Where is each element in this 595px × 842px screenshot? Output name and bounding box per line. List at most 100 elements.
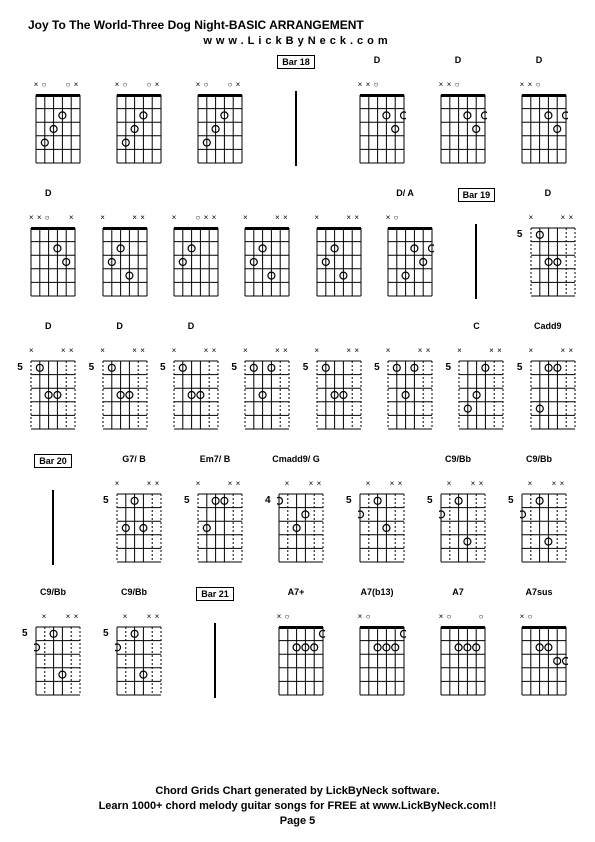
chord-cell: ×○○× <box>99 55 169 166</box>
fret-number: 5 <box>22 628 28 639</box>
bar-line <box>214 623 216 698</box>
nut-marks: ××× <box>32 613 80 623</box>
fretboard <box>358 625 406 702</box>
nut-marks: ××○ <box>356 81 404 91</box>
fret-number: 5 <box>508 495 514 506</box>
chord-name: D/ A <box>396 188 414 202</box>
chord-name: A7(b13) <box>360 587 393 601</box>
nut-marks: ×○○× <box>113 81 161 91</box>
chord-cell: ××× <box>304 188 364 299</box>
chord-cell: A7×○○ <box>423 587 493 698</box>
nut-marks: ××○ <box>518 81 566 91</box>
chord-name: D <box>374 55 381 69</box>
fret-number: 5 <box>160 362 166 373</box>
fret-number: 5 <box>184 495 190 506</box>
chord-cell: D ××○ <box>504 55 574 166</box>
chord-diagram: ××× 5 <box>519 337 577 432</box>
chord-diagram: ×××5 <box>19 337 77 432</box>
fretboard <box>243 359 291 436</box>
fret-number: 5 <box>231 362 237 373</box>
chord-cell: ××× 5 <box>232 321 292 432</box>
chord-diagram: ×○ <box>348 603 406 698</box>
nut-marks: ×○ <box>356 613 404 623</box>
fretboard <box>196 492 244 569</box>
fretboard <box>358 93 406 170</box>
nut-marks: ××× <box>27 347 75 357</box>
chord-grid-container: ×○○××○○××○○×Bar 18D××○D××○D××○D××○×××××○… <box>18 55 578 720</box>
chord-row: C9/Bb×××5C9/Bb×××5Bar 21A7+×○A7(b13)×○A7… <box>18 587 578 698</box>
chord-name: G7/ B <box>122 454 146 468</box>
chord-diagram: ××○× <box>19 204 77 299</box>
chord-diagram: ×××5 <box>510 470 568 565</box>
chord-cell: ×××5 <box>375 321 435 432</box>
fret-number: 5 <box>517 362 523 373</box>
chord-name: D <box>188 321 195 335</box>
chord-cell: ×○○× <box>18 55 88 166</box>
fretboard <box>439 625 487 702</box>
chord-diagram: ×○ <box>376 204 434 299</box>
chord-name: Cadd9 <box>534 321 562 335</box>
fretboard <box>520 625 568 702</box>
chord-cell: D××○× <box>18 188 78 299</box>
chord-name: Cmadd9/ G <box>272 454 320 468</box>
chord-cell: A7sus×○ <box>504 587 574 698</box>
chord-cell: D ××○ <box>342 55 412 166</box>
fretboard <box>196 93 244 170</box>
chord-row: D××○×××××○××××××××D/ A×○Bar 19D×××5 <box>18 188 578 299</box>
chord-diagram: ××× 5 <box>519 204 577 299</box>
nut-marks: ××× <box>527 347 575 357</box>
chord-cell: C9/Bb×××5 <box>18 587 88 698</box>
chord-diagram: ××× <box>305 204 363 299</box>
fret-number: 5 <box>374 362 380 373</box>
nut-marks: ××× <box>241 347 289 357</box>
fretboard <box>529 359 577 436</box>
nut-marks: ×○○× <box>32 81 80 91</box>
chord-diagram: ×××5 <box>376 337 434 432</box>
chord-cell: ×○○× <box>180 55 250 166</box>
fretboard <box>34 625 82 702</box>
chord-diagram: ×××4 <box>267 470 325 565</box>
page-number: Page 5 <box>0 815 595 827</box>
nut-marks: ××× <box>194 480 242 490</box>
chord-name: C9/Bb <box>121 587 147 601</box>
fretboard <box>101 226 149 303</box>
page-subtitle: www.LickByNeck.com <box>0 35 595 47</box>
chord-diagram: ×××5 <box>162 337 220 432</box>
nut-marks: ×○ <box>384 214 432 224</box>
chord-diagram: ××× <box>91 204 149 299</box>
chord-cell: Cadd9 ××× 5 <box>518 321 578 432</box>
nut-marks: ×○○× <box>194 81 242 91</box>
nut-marks: ××× <box>275 480 323 490</box>
chord-name: D <box>536 55 543 69</box>
chord-cell: C9/Bb×××5 <box>423 454 493 565</box>
chord-diagram: ×××5 <box>348 470 406 565</box>
fretboard <box>29 226 77 303</box>
chord-diagram: ×○ <box>267 603 325 698</box>
chord-diagram: ×○×× <box>162 204 220 299</box>
chord-cell: A7+×○ <box>261 587 331 698</box>
chord-cell: A7(b13) ×○ <box>342 587 412 698</box>
chord-diagram: ×○○× <box>24 71 82 166</box>
chord-cell: D×××5 <box>518 188 578 299</box>
chord-cell: ×××5 <box>342 454 412 565</box>
nut-marks: ××× <box>455 347 503 357</box>
chord-cell: ××× <box>232 188 292 299</box>
nut-marks: ××○ <box>437 81 485 91</box>
fretboard <box>172 359 220 436</box>
nut-marks: ××× <box>527 214 575 224</box>
bar-label: Bar 18 <box>277 55 315 69</box>
chord-name: D <box>116 321 123 335</box>
fret-number: 5 <box>103 495 109 506</box>
page-title: Joy To The World-Three Dog Night-BASIC A… <box>28 18 364 32</box>
fret-number: 5 <box>303 362 309 373</box>
chord-diagram: ×××5 <box>429 470 487 565</box>
chord-diagram: ××× <box>233 204 291 299</box>
nut-marks: ××× <box>113 613 161 623</box>
nut-marks: ××× <box>313 347 361 357</box>
chord-cell: Cmadd9/ G ×××4 <box>261 454 331 565</box>
nut-marks: ×○ <box>275 613 323 623</box>
bar-line <box>52 490 54 565</box>
chord-cell: D×××5 <box>89 321 149 432</box>
nut-marks: ×○ <box>518 613 566 623</box>
fret-number: 5 <box>517 229 523 240</box>
